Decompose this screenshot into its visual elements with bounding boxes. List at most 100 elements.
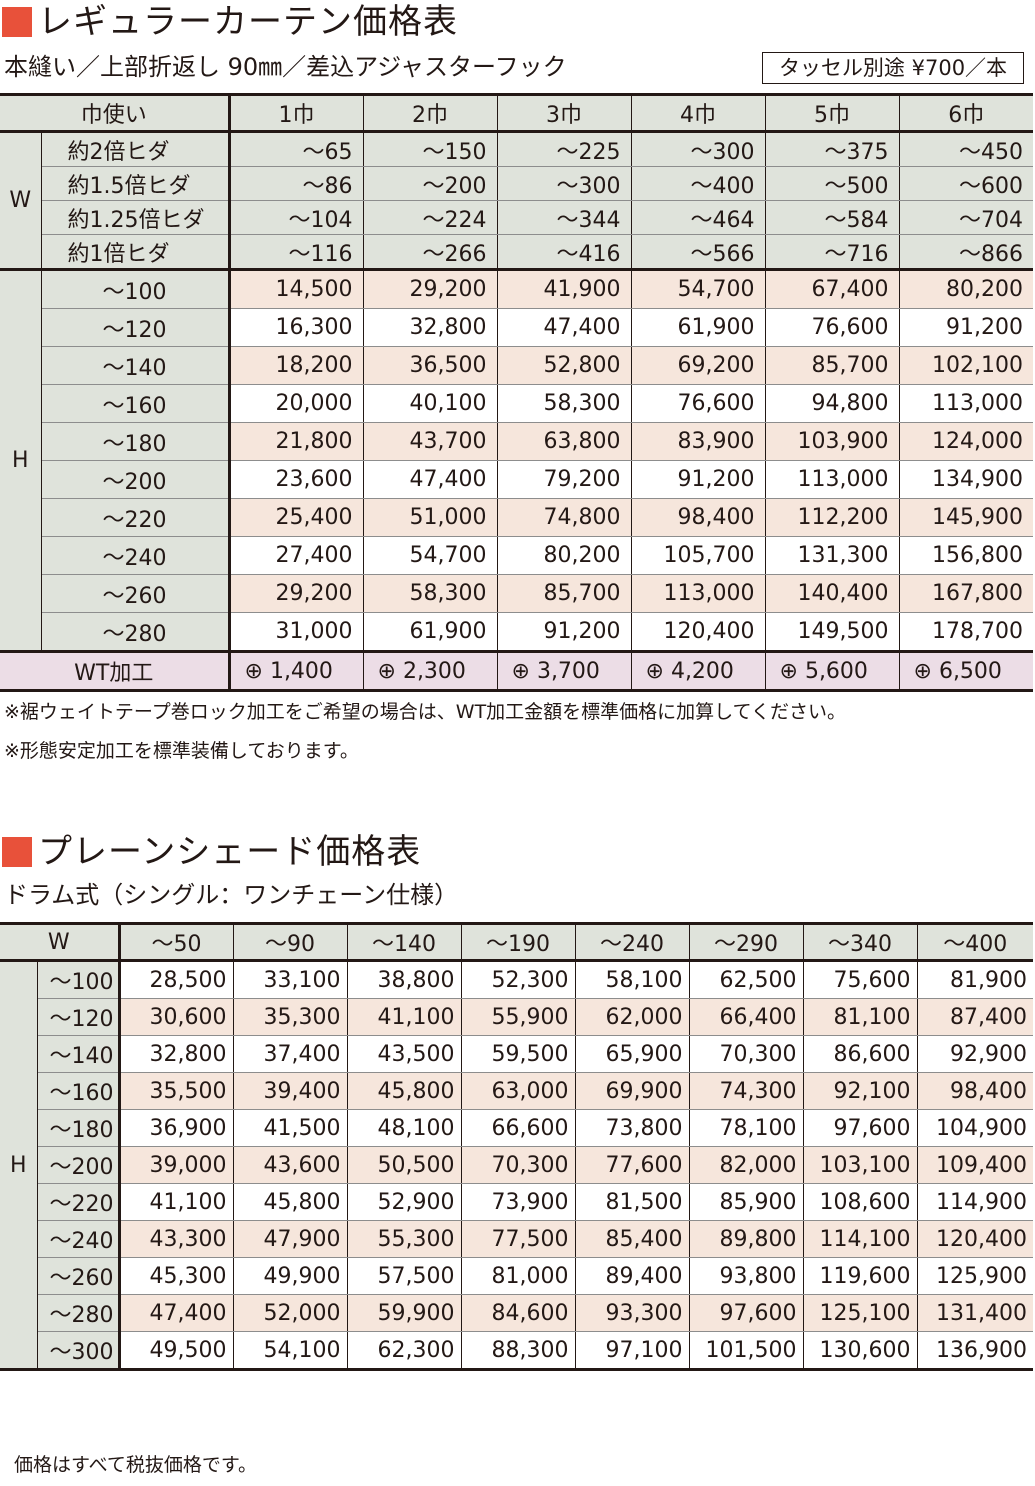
table-cell: 108,600: [803, 1183, 918, 1221]
table-cell: 131,300: [765, 536, 900, 575]
h-group-label: H: [0, 269, 42, 653]
table-cell: 77,500: [461, 1220, 576, 1258]
table-cell: 140,400: [765, 574, 900, 613]
table-cell: 145,900: [899, 498, 1034, 537]
title-square-icon: [2, 7, 32, 37]
shade-subtitle: ドラム式（シングル：ワンチェーン仕様）: [4, 881, 459, 909]
table-cell: 85,700: [765, 346, 900, 385]
table-cell: 36,500: [363, 346, 498, 385]
table-cell: 52,800: [497, 346, 632, 385]
table-cell: ～300: [497, 166, 632, 201]
table-cell: 109,400: [917, 1146, 1034, 1184]
table-row: ～140 32,800 37,400 43,500 59,500 65,900 70,300…: [0, 1035, 1034, 1073]
table-cell: 120,400: [917, 1220, 1034, 1258]
table-cell: 36,900: [119, 1109, 234, 1147]
row-label: ～120: [41, 308, 231, 347]
table-row: ～160 35,500 39,400 45,800 63,000 69,900 74,300…: [0, 1072, 1034, 1110]
table-cell: 31,000: [229, 612, 364, 653]
row-label: ～140: [41, 346, 231, 385]
table-row: ～260 45,300 49,900 57,500 81,000 89,400 93,800…: [0, 1257, 1034, 1295]
wt-cell: ⊕ 4,200: [631, 651, 766, 691]
table-cell: 81,100: [803, 998, 918, 1036]
table-cell: 45,800: [347, 1072, 462, 1110]
table-cell: ～500: [765, 166, 900, 201]
table-cell: 62,500: [689, 960, 804, 999]
table-cell: ～266: [363, 234, 498, 271]
table-row: ～140 18,200 36,500 52,800 69,200 85,700 102,10…: [0, 346, 1034, 385]
table-cell: 62,000: [575, 998, 690, 1036]
table-cell: 80,200: [497, 536, 632, 575]
table-cell: 57,500: [347, 1257, 462, 1295]
table-row: ～240 43,300 47,900 55,300 77,500 85,400 89,800…: [0, 1220, 1034, 1258]
table-cell: ～450: [899, 131, 1034, 167]
table-cell: 16,300: [229, 308, 364, 347]
table-cell: 63,000: [461, 1072, 576, 1110]
h-group-label: H: [0, 960, 38, 1370]
table-cell: 85,900: [689, 1183, 804, 1221]
table-row: ～160 20,000 40,100 58,300 76,600 94,800 113,00…: [0, 384, 1034, 423]
table-cell: 74,300: [689, 1072, 804, 1110]
table-cell: ～200: [363, 166, 498, 201]
header-cell: 1巾: [229, 94, 364, 133]
row-label: 約1倍ヒダ: [41, 234, 231, 271]
form-stable-note: ※形態安定加工を標準装備しております。: [4, 740, 359, 762]
table-cell: 97,100: [575, 1331, 690, 1370]
tassel-price-box: タッセル別途 ¥700／本: [762, 52, 1024, 84]
table-cell: 58,100: [575, 960, 690, 999]
table-cell: 101,500: [689, 1331, 804, 1370]
table-cell: 65,900: [575, 1035, 690, 1073]
table-cell: 119,600: [803, 1257, 918, 1295]
table-cell: 120,400: [631, 612, 766, 653]
table-cell: ～225: [497, 131, 632, 167]
table-cell: 76,600: [631, 384, 766, 423]
row-label: ～180: [41, 422, 231, 461]
wt-row: WT加工 ⊕ 1,400 ⊕ 2,300 ⊕ 3,700 ⊕ 4,200 ⊕ 5,600 ⊕…: [0, 651, 1034, 691]
table-cell: 62,300: [347, 1331, 462, 1370]
table-row: ～220 25,400 51,000 74,800 98,400 112,200 145,9…: [0, 498, 1034, 537]
table-header-row: 巾使い 1巾 2巾 3巾 4巾 5巾 6巾: [0, 94, 1034, 133]
table-cell: 47,400: [363, 460, 498, 499]
table-cell: 66,400: [689, 998, 804, 1036]
table-cell: 30,600: [119, 998, 234, 1036]
table-row: ～220 41,100 45,800 52,900 73,900 81,500 85,900…: [0, 1183, 1034, 1221]
table-cell: 47,400: [497, 308, 632, 347]
table-cell: 93,800: [689, 1257, 804, 1295]
row-label: ～240: [41, 536, 231, 575]
table-cell: ～400: [631, 166, 766, 201]
table-cell: ～566: [631, 234, 766, 271]
table-cell: 35,300: [233, 998, 348, 1036]
table-cell: ～600: [899, 166, 1034, 201]
table-cell: 114,900: [917, 1183, 1034, 1221]
tax-note: 価格はすべて税抜価格です。: [14, 1454, 258, 1476]
wt-cell: ⊕ 6,500: [899, 651, 1034, 691]
table-cell: 59,500: [461, 1035, 576, 1073]
table-cell: ～704: [899, 200, 1034, 235]
table-row: ～240 27,400 54,700 80,200 105,700 131,300 156,…: [0, 536, 1034, 575]
table-cell: ～344: [497, 200, 632, 235]
table-cell: 74,800: [497, 498, 632, 537]
table-row: H ～100 14,500 29,200 41,900 54,700 67,400 80,20…: [0, 269, 1034, 653]
shade-price-title: プレーンシェード価格表: [2, 832, 421, 872]
table-cell: 21,800: [229, 422, 364, 461]
table-cell: ～86: [229, 166, 364, 201]
table-cell: 41,500: [233, 1109, 348, 1147]
wt-cell: ⊕ 3,700: [497, 651, 632, 691]
header-cell: ～340: [803, 923, 918, 962]
table-cell: 83,900: [631, 422, 766, 461]
table-cell: 35,500: [119, 1072, 234, 1110]
table-cell: 86,600: [803, 1035, 918, 1073]
table-cell: 45,800: [233, 1183, 348, 1221]
table-cell: 103,900: [765, 422, 900, 461]
curtain-price-table: 巾使い 1巾 2巾 3巾 4巾 5巾 6巾 W 約2倍ヒダ ～65 ～150 ～225 ～300 ～375…: [0, 93, 1034, 692]
table-cell: 39,000: [119, 1146, 234, 1184]
header-cell: 4巾: [631, 94, 766, 133]
table-cell: 43,600: [233, 1146, 348, 1184]
table-cell: 84,600: [461, 1294, 576, 1332]
table-cell: 41,100: [119, 1183, 234, 1221]
table-cell: 73,900: [461, 1183, 576, 1221]
table-cell: 61,900: [631, 308, 766, 347]
table-cell: 85,400: [575, 1220, 690, 1258]
table-cell: 78,100: [689, 1109, 804, 1147]
table-cell: 134,900: [899, 460, 1034, 499]
table-cell: 61,900: [363, 612, 498, 653]
